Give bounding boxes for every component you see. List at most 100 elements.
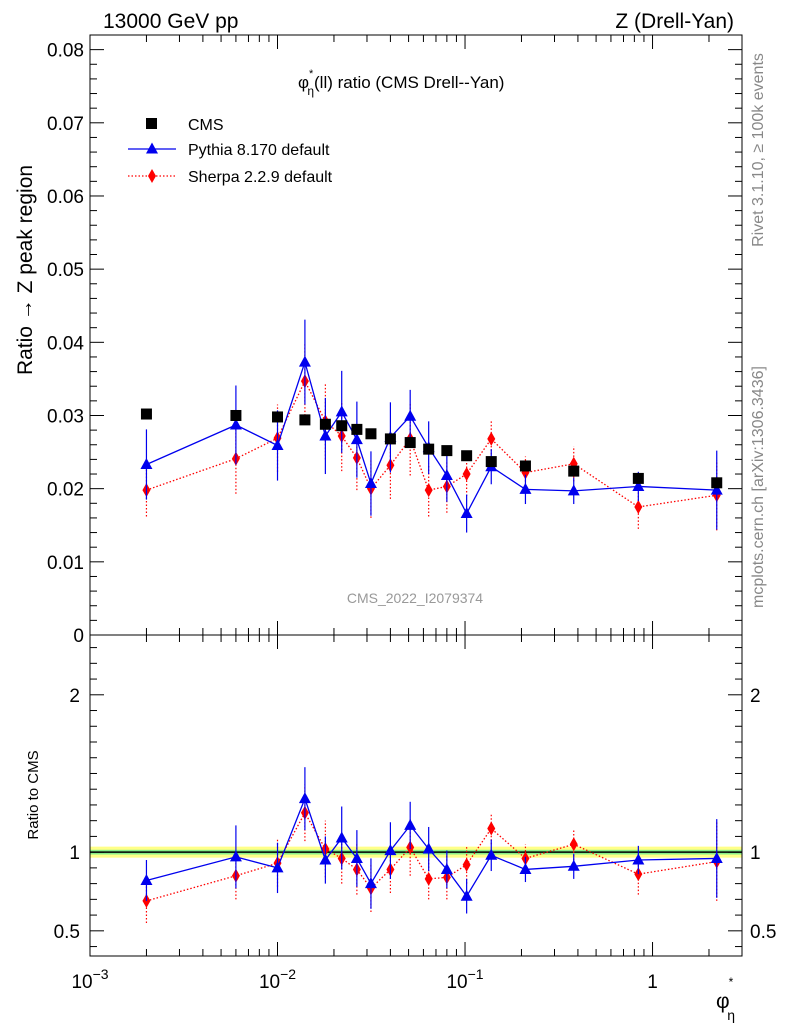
main-pythia-point [319,429,332,441]
main-pythia-point [335,405,348,417]
main-sherpa-point [424,483,433,498]
main-sherpa-series [142,343,721,531]
legend-marker-pythia [146,142,158,154]
main-pythia-point [460,507,473,519]
legend-label-sherpa: Sherpa 2.2.9 default [188,169,333,186]
legend-entry-cms: CMS [146,117,224,134]
ratio-pythia-point [335,831,348,843]
main-cms-point [423,443,435,455]
main-sherpa-point [487,431,496,446]
main-cms-point [351,423,363,435]
legend-label-cms: CMS [188,117,224,134]
main-pythia-point [298,355,311,367]
main-y-axis-label: Ratio → Z peak region [14,165,37,375]
ratio-sherpa-point [462,857,471,872]
ratio-pythia-point [384,844,397,856]
main-cms-point [568,465,580,477]
title-star: * [309,68,314,80]
ratio-y-axis-label: Ratio to CMS [25,750,42,839]
main-pythia-point [404,409,417,421]
ratio-axis-ticks: 0.5 0.5 1 1 2 2 [54,635,776,956]
main-cms-point [319,418,331,430]
ratio-pythia-point [710,851,723,863]
main-cms-point [632,472,644,484]
main-y-tick-label: 0.06 [47,187,84,208]
main-sherpa-point [462,467,471,482]
main-cms-point [272,411,284,423]
ratio-y-tick-label-right: 2 [750,686,761,707]
main-pythia-point [632,479,645,491]
main-pythia-point [140,458,153,470]
ratio-y-tick-label-left: 2 [69,686,80,707]
x-tick-label-base: 10 [71,972,92,993]
main-sherpa-point [634,499,643,514]
main-cms-point [230,409,242,421]
main-cms-point [404,437,416,449]
x-tick-label-base: 10 [259,972,280,993]
x-axis-tick-labels: 10−3 10−2 10−1 1 [71,966,657,993]
ratio-pythia-point [632,853,645,865]
ratio-pythia-point [404,818,417,830]
x-tick-label-exponent: −3 [93,966,109,982]
xlabel-phi: φ [716,990,730,1013]
ratio-pythia-line [146,796,717,898]
ratio-pythia-point [298,792,311,804]
title-phi: φ [298,73,309,92]
ratio-pythia-point [460,889,473,901]
x-tick-label-exponent: −2 [280,966,296,982]
main-pythia-series [140,319,723,533]
x-tick-label: 1 [647,972,658,993]
main-cms-point [461,450,473,462]
ratio-y-tick-label-left: 0.5 [54,922,80,943]
header-right-label: Z (Drell-Yan) [615,10,734,33]
main-cms-point [336,420,348,432]
ratio-pythia-point [519,862,532,874]
rivet-version-label: Rivet 3.1.10, ≥ 100k events [750,53,767,247]
header-left-label: 13000 GeV pp [103,10,238,33]
xlabel-eta: η [727,1007,735,1023]
main-y-tick-label: 0.05 [47,260,84,281]
main-cms-point [711,477,723,489]
xlabel-star: * [729,975,734,989]
ratio-pythia-point [350,851,363,863]
mcplots-label: mcplots.cern.ch [arXiv:1306.3436] [750,366,767,608]
main-pythia-point [271,438,284,450]
main-pythia-point [567,484,580,496]
ratio-pythia-point [440,862,453,874]
x-tick-label-base: 10 [446,972,467,993]
main-cms-point [441,445,453,457]
ratio-sherpa-point [424,871,433,886]
legend-entry-sherpa: Sherpa 2.2.9 default [128,169,333,186]
main-cms-point [365,428,377,440]
chart-title: φ* η(ll) ratio (CMS Drell--Yan) [298,68,504,98]
ratio-pythia-series [140,767,723,914]
ratio-pythia-point [422,842,435,854]
ratio-y-tick-label-right: 0.5 [750,922,776,943]
main-cms-point [299,414,311,426]
main-y-tick-label: 0.08 [47,41,84,62]
main-pythia-point [440,468,453,480]
main-y-tick-label: 0.02 [47,480,84,501]
title-eta: η [307,84,314,98]
legend-label-pythia: Pythia 8.170 default [188,142,330,159]
main-cms-point [519,460,531,472]
analysis-watermark: CMS_2022_I2079374 [347,590,483,606]
main-pythia-point [364,477,377,489]
ratio-y-tick-label-left: 1 [69,843,80,864]
main-pythia-point [710,483,723,495]
x-tick-label: 10−2 [259,966,296,993]
main-cms-point [140,408,152,420]
main-panel: 0 0.01 0.02 0.03 0.04 0.05 0.06 0.07 0.08 φ* η(ll… [14,34,743,647]
main-cms-point [485,456,497,468]
main-sherpa-line [146,379,717,508]
ratio-pythia-point [319,853,332,865]
ratio-y-tick-label-right: 1 [750,843,761,864]
ratio-pythia-point [271,861,284,873]
ratio-pythia-point [229,850,242,862]
legend-marker-sherpa [148,169,156,183]
main-y-tick-label: 0 [73,626,84,647]
legend: CMS Pythia 8.170 default Sherpa 2.2.9 de… [128,117,333,186]
x-tick-label: 10−3 [71,966,108,993]
x-axis-label: φ* η [716,975,735,1023]
